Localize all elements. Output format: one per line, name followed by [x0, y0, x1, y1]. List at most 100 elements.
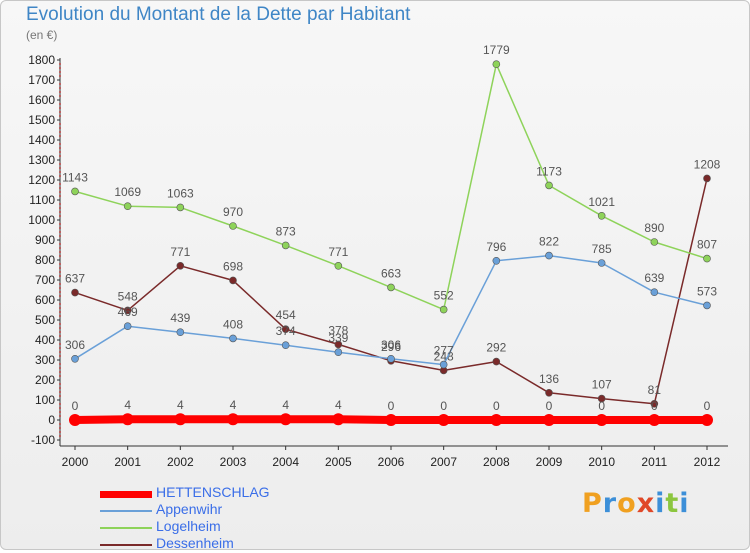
y-minor-tick	[59, 227, 61, 229]
data-point	[437, 414, 450, 426]
y-minor-tick	[59, 367, 61, 369]
x-tick-label: 2004	[272, 455, 299, 469]
y-minor-tick	[59, 131, 61, 133]
data-point	[229, 222, 237, 230]
chart-subtitle: (en €)	[26, 28, 58, 42]
y-minor-tick	[59, 123, 61, 125]
data-label: 663	[381, 266, 401, 280]
y-minor-tick	[59, 91, 61, 93]
y-minor-tick	[59, 375, 61, 377]
y-minor-tick	[59, 283, 61, 285]
series-hettenschlag: 0 4 4 4 4 4 0 0 0 0 0 0 0	[69, 398, 713, 426]
data-point	[545, 251, 553, 260]
legend-swatch	[100, 510, 152, 512]
y-minor-tick	[59, 387, 61, 389]
y-minor-tick	[59, 163, 61, 165]
data-label: 807	[697, 238, 717, 252]
data-label: 378	[328, 323, 348, 337]
data-label: 306	[381, 338, 401, 352]
y-tick-label: 1500	[28, 113, 55, 127]
data-point	[176, 203, 185, 212]
proxiti-logo: Proxiti	[582, 488, 690, 519]
y-minor-tick	[59, 231, 61, 233]
y-minor-tick	[59, 87, 61, 89]
data-point	[597, 212, 606, 220]
data-point	[71, 288, 79, 297]
x-tick-label: 2003	[220, 455, 247, 469]
y-minor-tick	[59, 195, 61, 197]
y-minor-tick	[59, 187, 61, 189]
y-tick-label: 100	[35, 393, 55, 407]
y-minor-tick	[59, 211, 61, 213]
data-point	[229, 334, 237, 343]
y-minor-tick	[59, 287, 61, 289]
y-minor-tick	[59, 171, 61, 173]
data-label: 374	[276, 324, 296, 338]
x-tick-label: 2006	[378, 455, 405, 469]
data-point	[387, 354, 395, 363]
data-label: 548	[118, 289, 138, 303]
logo-letter: o	[617, 488, 637, 519]
y-tick-label: 500	[35, 313, 55, 327]
data-label: 0	[72, 399, 79, 413]
data-point	[334, 261, 343, 270]
data-label: 1779	[483, 43, 510, 57]
y-tick-label: 0	[48, 413, 55, 427]
y-minor-tick	[59, 143, 61, 145]
data-label: 0	[598, 399, 605, 413]
y-tick-label: 900	[35, 233, 55, 247]
y-minor-tick	[59, 371, 61, 373]
data-label: 439	[170, 311, 190, 325]
data-point	[492, 357, 501, 366]
logo-letter: x	[636, 488, 656, 519]
y-tick-label: 400	[35, 333, 55, 347]
y-minor-tick	[59, 343, 61, 345]
series-logelheim: 1143 1069 1063 970 873 771 663 552 1779 1173 1021 8…	[62, 43, 717, 314]
data-label: 296	[381, 340, 401, 354]
data-label: 0	[440, 399, 447, 413]
data-point	[648, 414, 661, 426]
y-minor-tick	[59, 207, 61, 209]
y-tick-label: 1800	[28, 53, 55, 67]
logo-letter: i	[679, 488, 690, 519]
logo-letter: t	[665, 488, 680, 519]
data-label: 4	[124, 398, 131, 412]
data-point	[69, 414, 81, 426]
x-tick-label: 2012	[694, 455, 721, 469]
data-label: 873	[276, 224, 296, 238]
data-point	[281, 325, 290, 334]
data-label: 0	[704, 399, 711, 413]
y-tick-label: 1200	[28, 173, 55, 187]
series-appenwihr: 306 469 439 408 374 339 306 277 796 822 785 639 573	[65, 235, 717, 369]
data-label: 1143	[62, 170, 88, 184]
data-label: 1069	[114, 185, 141, 199]
data-label: 785	[592, 242, 612, 256]
y-minor-tick	[59, 75, 61, 77]
x-tick-label: 2009	[536, 455, 563, 469]
y-minor-tick	[59, 107, 61, 109]
x-tick-label: 2010	[588, 455, 615, 469]
y-minor-tick	[59, 427, 61, 429]
data-point	[545, 181, 553, 190]
data-label: 0	[388, 399, 395, 413]
y-minor-tick	[59, 431, 61, 433]
data-label: 0	[493, 399, 500, 413]
y-minor-tick	[59, 415, 61, 417]
data-label: 306	[65, 338, 85, 352]
legend-swatch	[100, 527, 152, 529]
y-minor-tick	[59, 323, 61, 325]
data-label: 552	[434, 289, 454, 303]
data-label: 771	[170, 245, 190, 259]
y-tick-label: 1700	[28, 73, 55, 87]
data-label: 639	[644, 271, 664, 285]
y-tick-label: 1100	[29, 193, 55, 207]
data-point	[595, 414, 608, 426]
data-point	[701, 414, 713, 426]
y-minor-tick	[59, 411, 61, 413]
y-minor-tick	[59, 167, 61, 169]
y-minor-tick	[59, 223, 61, 225]
y-minor-tick	[59, 95, 61, 97]
y-tick-label: 1400	[28, 133, 55, 147]
y-tick-label: -100	[31, 433, 55, 447]
